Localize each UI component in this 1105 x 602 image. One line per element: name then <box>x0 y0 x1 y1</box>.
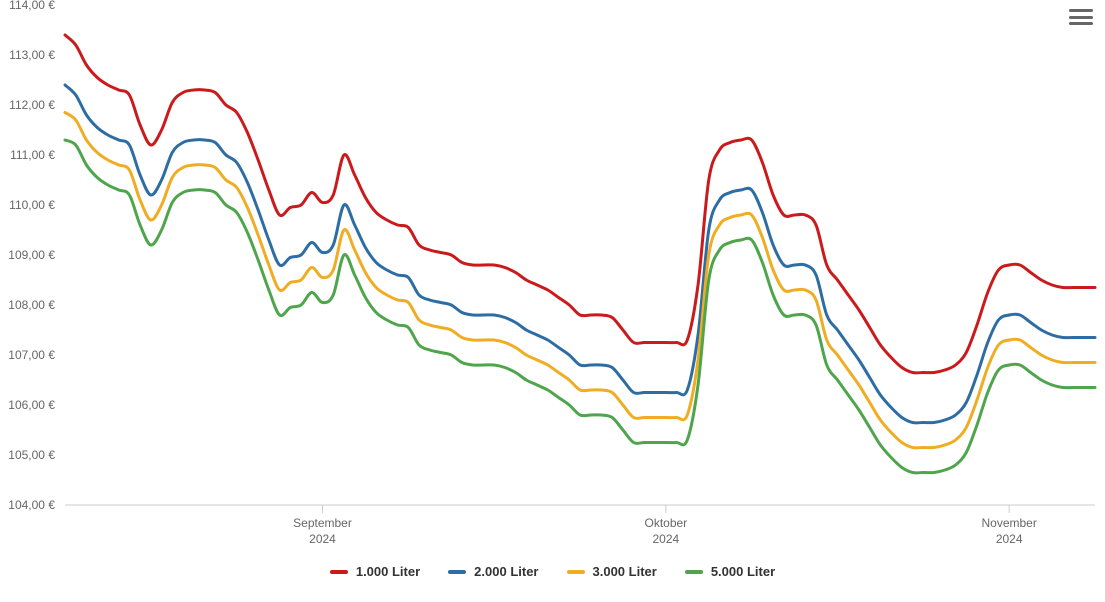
legend-swatch <box>448 570 466 574</box>
chart-menu-button[interactable] <box>1069 6 1093 28</box>
series-line <box>65 113 1095 448</box>
x-axis-tick-month: Oktober <box>644 516 687 530</box>
legend-label: 3.000 Liter <box>593 564 657 579</box>
x-axis-tick-year: 2024 <box>996 532 1023 546</box>
legend-item[interactable]: 2.000 Liter <box>448 564 538 579</box>
x-axis-tick-month: September <box>293 516 352 530</box>
y-axis-tick-label: 105,00 € <box>8 448 55 462</box>
x-axis-tick-year: 2024 <box>309 532 336 546</box>
y-axis-tick-label: 114,00 € <box>9 0 55 12</box>
legend-label: 2.000 Liter <box>474 564 538 579</box>
y-axis-tick-label: 108,00 € <box>8 298 55 312</box>
price-chart: 104,00 € 105,00 € 106,00 € 107,00 € 108,00 €… <box>0 0 1105 602</box>
legend-swatch <box>330 570 348 574</box>
series-line <box>65 35 1095 373</box>
legend-item[interactable]: 5.000 Liter <box>685 564 775 579</box>
x-axis-tick-year: 2024 <box>652 532 679 546</box>
hamburger-icon <box>1069 9 1093 12</box>
legend-label: 1.000 Liter <box>356 564 420 579</box>
chart-canvas: 104,00 € 105,00 € 106,00 € 107,00 € 108,00 €… <box>0 0 1105 560</box>
y-axis-tick-label: 104,00 € <box>8 498 55 512</box>
y-axis-tick-label: 107,00 € <box>8 348 55 362</box>
y-axis-tick-label: 111,00 € <box>10 148 55 162</box>
y-axis-tick-label: 112,00 € <box>9 98 55 112</box>
x-axis-tick-month: November <box>981 516 1036 530</box>
legend-swatch <box>567 570 585 574</box>
legend-item[interactable]: 1.000 Liter <box>330 564 420 579</box>
y-axis-tick-label: 113,00 € <box>9 48 55 62</box>
legend-swatch <box>685 570 703 574</box>
y-axis-tick-label: 109,00 € <box>8 248 55 262</box>
legend-item[interactable]: 3.000 Liter <box>567 564 657 579</box>
y-axis-tick-label: 110,00 € <box>9 198 55 212</box>
y-axis-tick-label: 106,00 € <box>8 398 55 412</box>
chart-legend: 1.000 Liter 2.000 Liter 3.000 Liter 5.000 L… <box>0 564 1105 579</box>
series-line <box>65 140 1095 473</box>
legend-label: 5.000 Liter <box>711 564 775 579</box>
